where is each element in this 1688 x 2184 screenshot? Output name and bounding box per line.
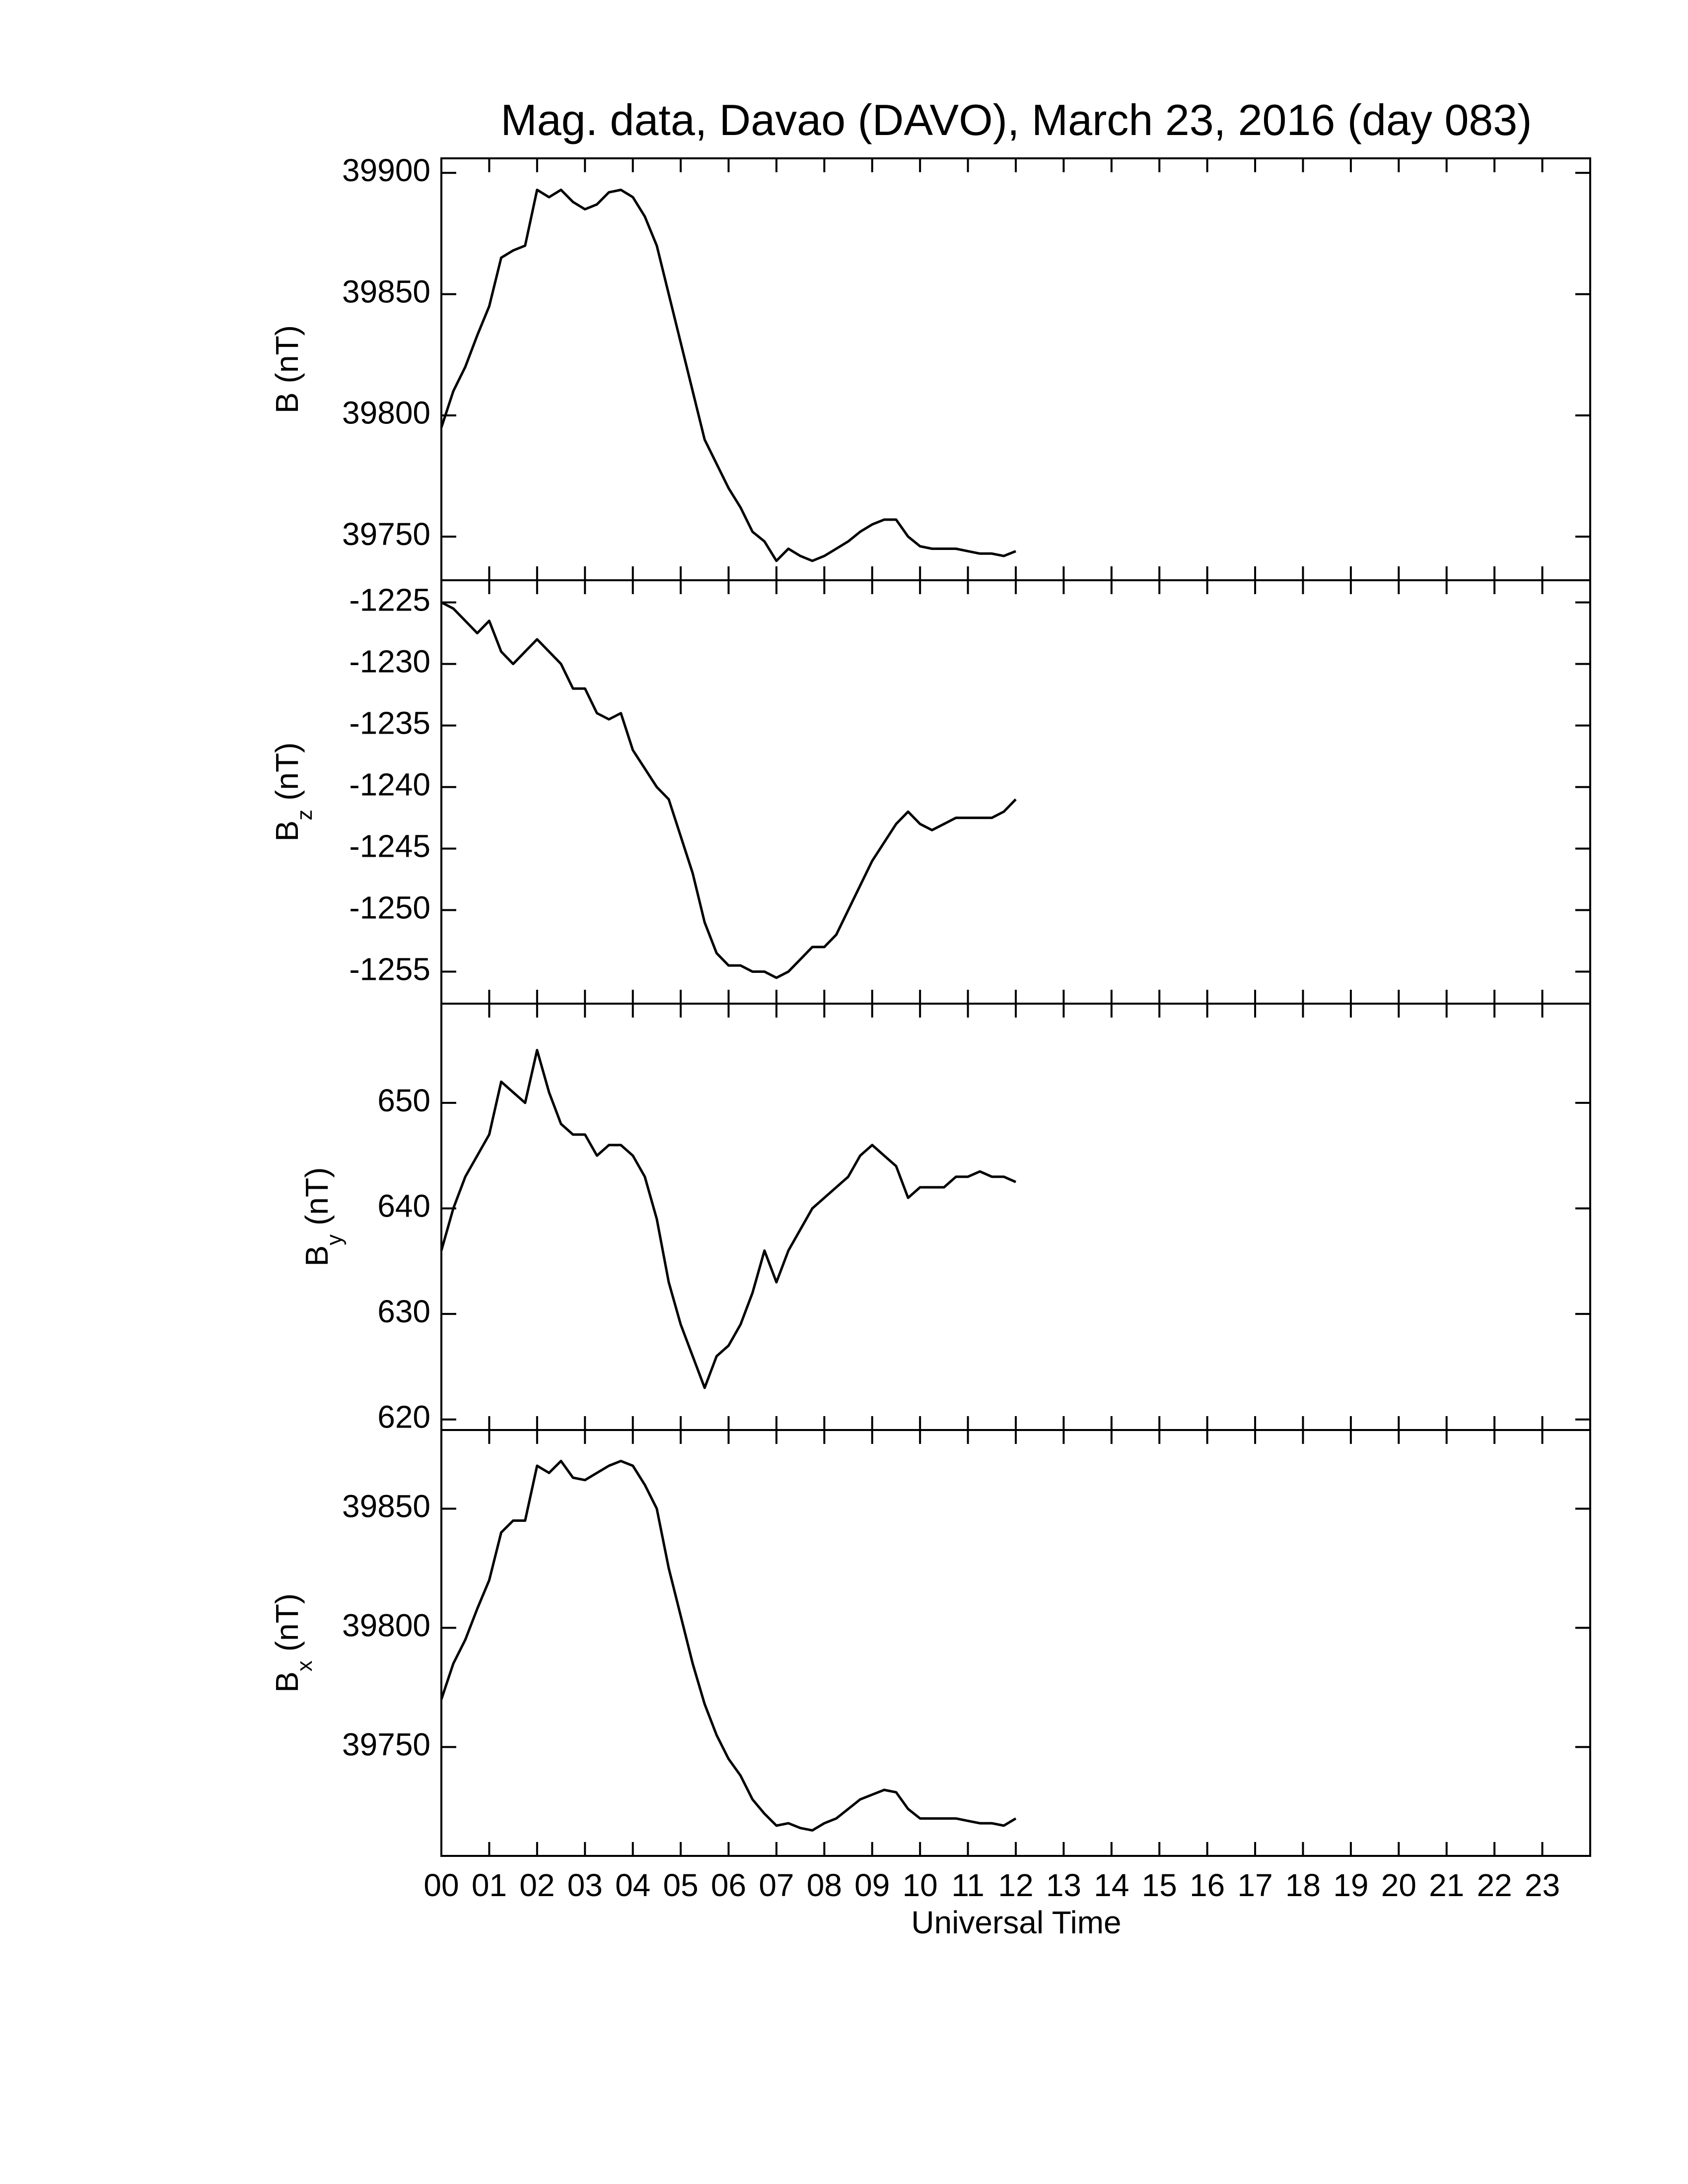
plot-frame	[440, 157, 1591, 581]
x-tick-label: 01	[472, 1867, 507, 1903]
y-tick-label: -1230	[349, 644, 430, 680]
data-line	[440, 601, 1017, 979]
plot-frame	[440, 579, 1591, 1005]
data-line	[440, 1459, 1017, 1832]
x-tick-label: 17	[1237, 1867, 1272, 1903]
x-tick-label: 08	[807, 1867, 842, 1903]
y-tick-label: 650	[377, 1083, 430, 1118]
x-tick-label: 21	[1429, 1867, 1464, 1903]
x-tick-label: 15	[1142, 1867, 1177, 1903]
data-line	[440, 1049, 1017, 1389]
y-label-unit: (nT)	[269, 325, 305, 383]
y-axis-label: By (nT)	[299, 1167, 347, 1267]
y-tick-label: -1255	[349, 951, 430, 987]
y-label-main: B	[269, 820, 305, 842]
x-tick-label: 23	[1525, 1867, 1560, 1903]
y-axis-label: Bz (nT)	[269, 743, 317, 842]
y-tick-label: 620	[377, 1399, 430, 1435]
x-tick-label: 00	[423, 1867, 459, 1903]
x-tick-label: 19	[1333, 1867, 1368, 1903]
x-tick-label: 16	[1190, 1867, 1225, 1903]
y-tick-label: 39800	[342, 1607, 430, 1643]
plot-frame	[440, 1003, 1591, 1431]
x-tick-label: 20	[1381, 1867, 1416, 1903]
y-tick-label: 39850	[342, 273, 430, 309]
y-label-sub: x	[292, 1660, 317, 1671]
y-label-main: B	[299, 1245, 335, 1267]
y-tick-label: 39750	[342, 1726, 430, 1762]
y-tick-label: -1245	[349, 828, 430, 864]
y-tick-label: -1250	[349, 889, 430, 925]
x-tick-label: 04	[615, 1867, 650, 1903]
y-tick-label: 39750	[342, 516, 430, 552]
y-tick-label: -1225	[349, 582, 430, 618]
chart-title: Mag. data, Davao (DAVO), March 23, 2016 …	[500, 95, 1532, 144]
y-tick-label: -1240	[349, 766, 430, 802]
y-tick-label: 39850	[342, 1488, 430, 1524]
x-tick-label: 05	[663, 1867, 698, 1903]
y-label-unit: (nT)	[269, 743, 305, 801]
x-tick-label: 14	[1094, 1867, 1129, 1903]
y-axis-label: B (nT)	[269, 325, 305, 413]
y-tick-label: 39900	[342, 152, 430, 188]
data-line	[440, 189, 1016, 562]
x-tick-label: 10	[903, 1867, 938, 1903]
y-axis-label: Bx (nT)	[269, 1593, 317, 1693]
y-label-unit: (nT)	[299, 1167, 335, 1226]
x-axis-label: Universal Time	[911, 1905, 1121, 1940]
x-tick-label: 06	[711, 1867, 746, 1903]
y-label-main: B	[269, 1671, 305, 1693]
x-tick-label: 11	[951, 1867, 984, 1903]
plot-frame	[440, 1429, 1591, 1857]
y-label-main: B	[269, 392, 305, 413]
x-tick-label: 03	[567, 1867, 603, 1903]
x-tick-label: 13	[1046, 1867, 1081, 1903]
y-label-sub: y	[322, 1234, 347, 1245]
x-tick-label: 22	[1477, 1867, 1512, 1903]
x-tick-label: 09	[854, 1867, 890, 1903]
x-tick-label: 02	[519, 1867, 555, 1903]
y-tick-label: -1235	[349, 705, 430, 741]
y-label-sub: z	[292, 810, 317, 820]
y-tick-label: 630	[377, 1294, 430, 1329]
y-label-unit: (nT)	[269, 1593, 305, 1651]
y-tick-label: 39800	[342, 395, 430, 431]
x-tick-label: 12	[998, 1867, 1033, 1903]
y-tick-label: 640	[377, 1188, 430, 1224]
x-tick-label: 07	[759, 1867, 794, 1903]
x-tick-label: 18	[1285, 1867, 1321, 1903]
